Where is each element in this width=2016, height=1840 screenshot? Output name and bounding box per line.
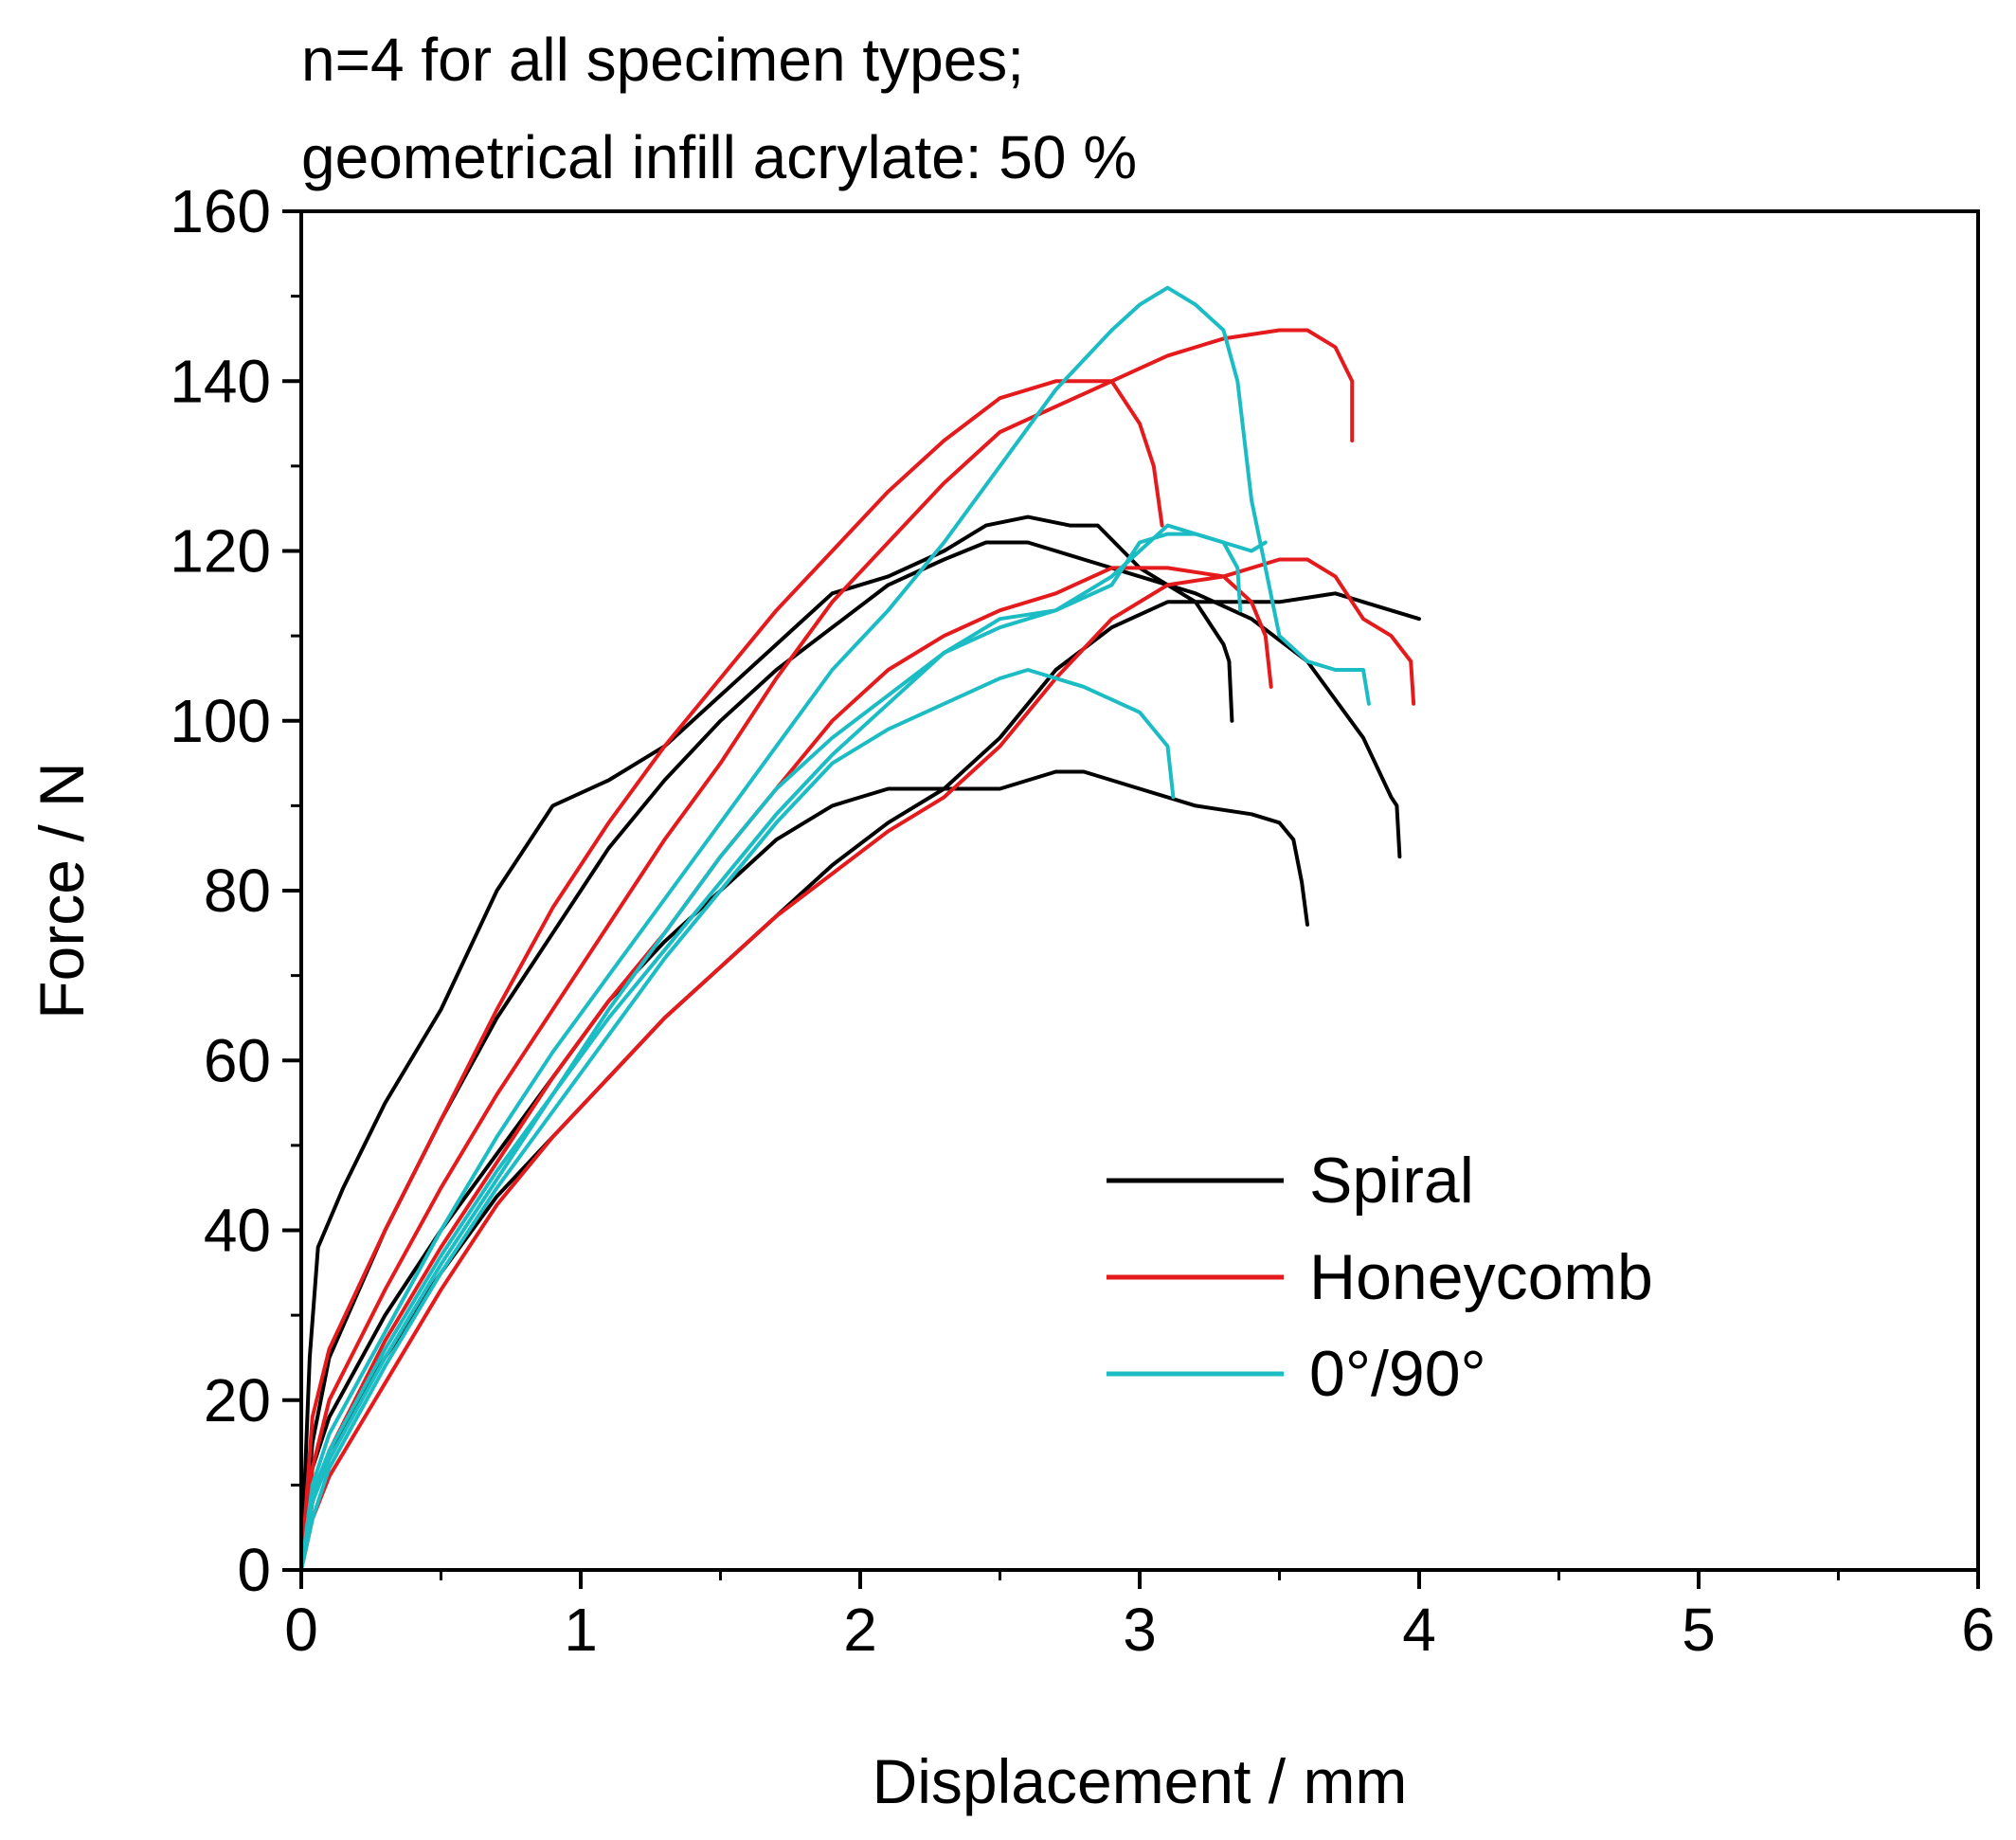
series-line-0-90-1 [299, 285, 1371, 1572]
y-tick-label: 160 [170, 177, 271, 245]
x-tick-label: 1 [564, 1596, 598, 1664]
y-tick-label: 140 [170, 347, 271, 415]
series-line-0-90-4 [299, 668, 1176, 1572]
y-tick-label: 0 [237, 1536, 271, 1604]
series-line-0-90-2 [299, 532, 1243, 1572]
x-tick-label: 4 [1402, 1596, 1436, 1664]
y-tick-label: 100 [170, 687, 271, 755]
series-line-honeycomb-1 [299, 379, 1164, 1572]
series-line-honeycomb-4 [299, 557, 1416, 1572]
y-tick-label: 80 [204, 857, 271, 925]
annotation-line-1: n=4 for all specimen types; [301, 26, 1024, 94]
x-tick-label: 2 [843, 1596, 877, 1664]
y-tick-label: 40 [204, 1197, 271, 1265]
x-tick-label: 0 [284, 1596, 318, 1664]
x-tick-label: 6 [1961, 1596, 1995, 1664]
legend: Spiral Honeycomb 0°/90° [1107, 1145, 1653, 1410]
x-axis: 0 1 2 3 4 5 6 [284, 1570, 1995, 1664]
series-line-honeycomb-3 [299, 566, 1273, 1572]
legend-label-honeycomb: Honeycomb [1309, 1241, 1653, 1313]
plot-frame [299, 209, 1980, 1572]
series-line-0-90-3 [299, 523, 1268, 1572]
x-tick-label: 3 [1123, 1596, 1157, 1664]
y-axis-title: Force / N [27, 762, 97, 1019]
y-tick-label: 20 [204, 1366, 271, 1434]
x-axis-title: Displacement / mm [873, 1746, 1408, 1816]
y-tick-label: 120 [170, 517, 271, 586]
series-line-spiral-2 [299, 540, 1402, 1572]
series-line-honeycomb-2 [299, 328, 1355, 1572]
legend-label-spiral: Spiral [1309, 1145, 1474, 1217]
y-tick-label: 60 [204, 1026, 271, 1094]
series-layer [299, 285, 1421, 1572]
series-line-spiral-4 [299, 591, 1421, 1572]
series-line-spiral-1 [299, 514, 1234, 1572]
y-axis: 0 20 40 60 80 100 120 140 160 [170, 177, 301, 1604]
legend-label-0-90: 0°/90° [1309, 1338, 1486, 1410]
annotation-line-2: geometrical infill acrylate: 50 % [301, 123, 1137, 191]
x-tick-label: 5 [1682, 1596, 1716, 1664]
